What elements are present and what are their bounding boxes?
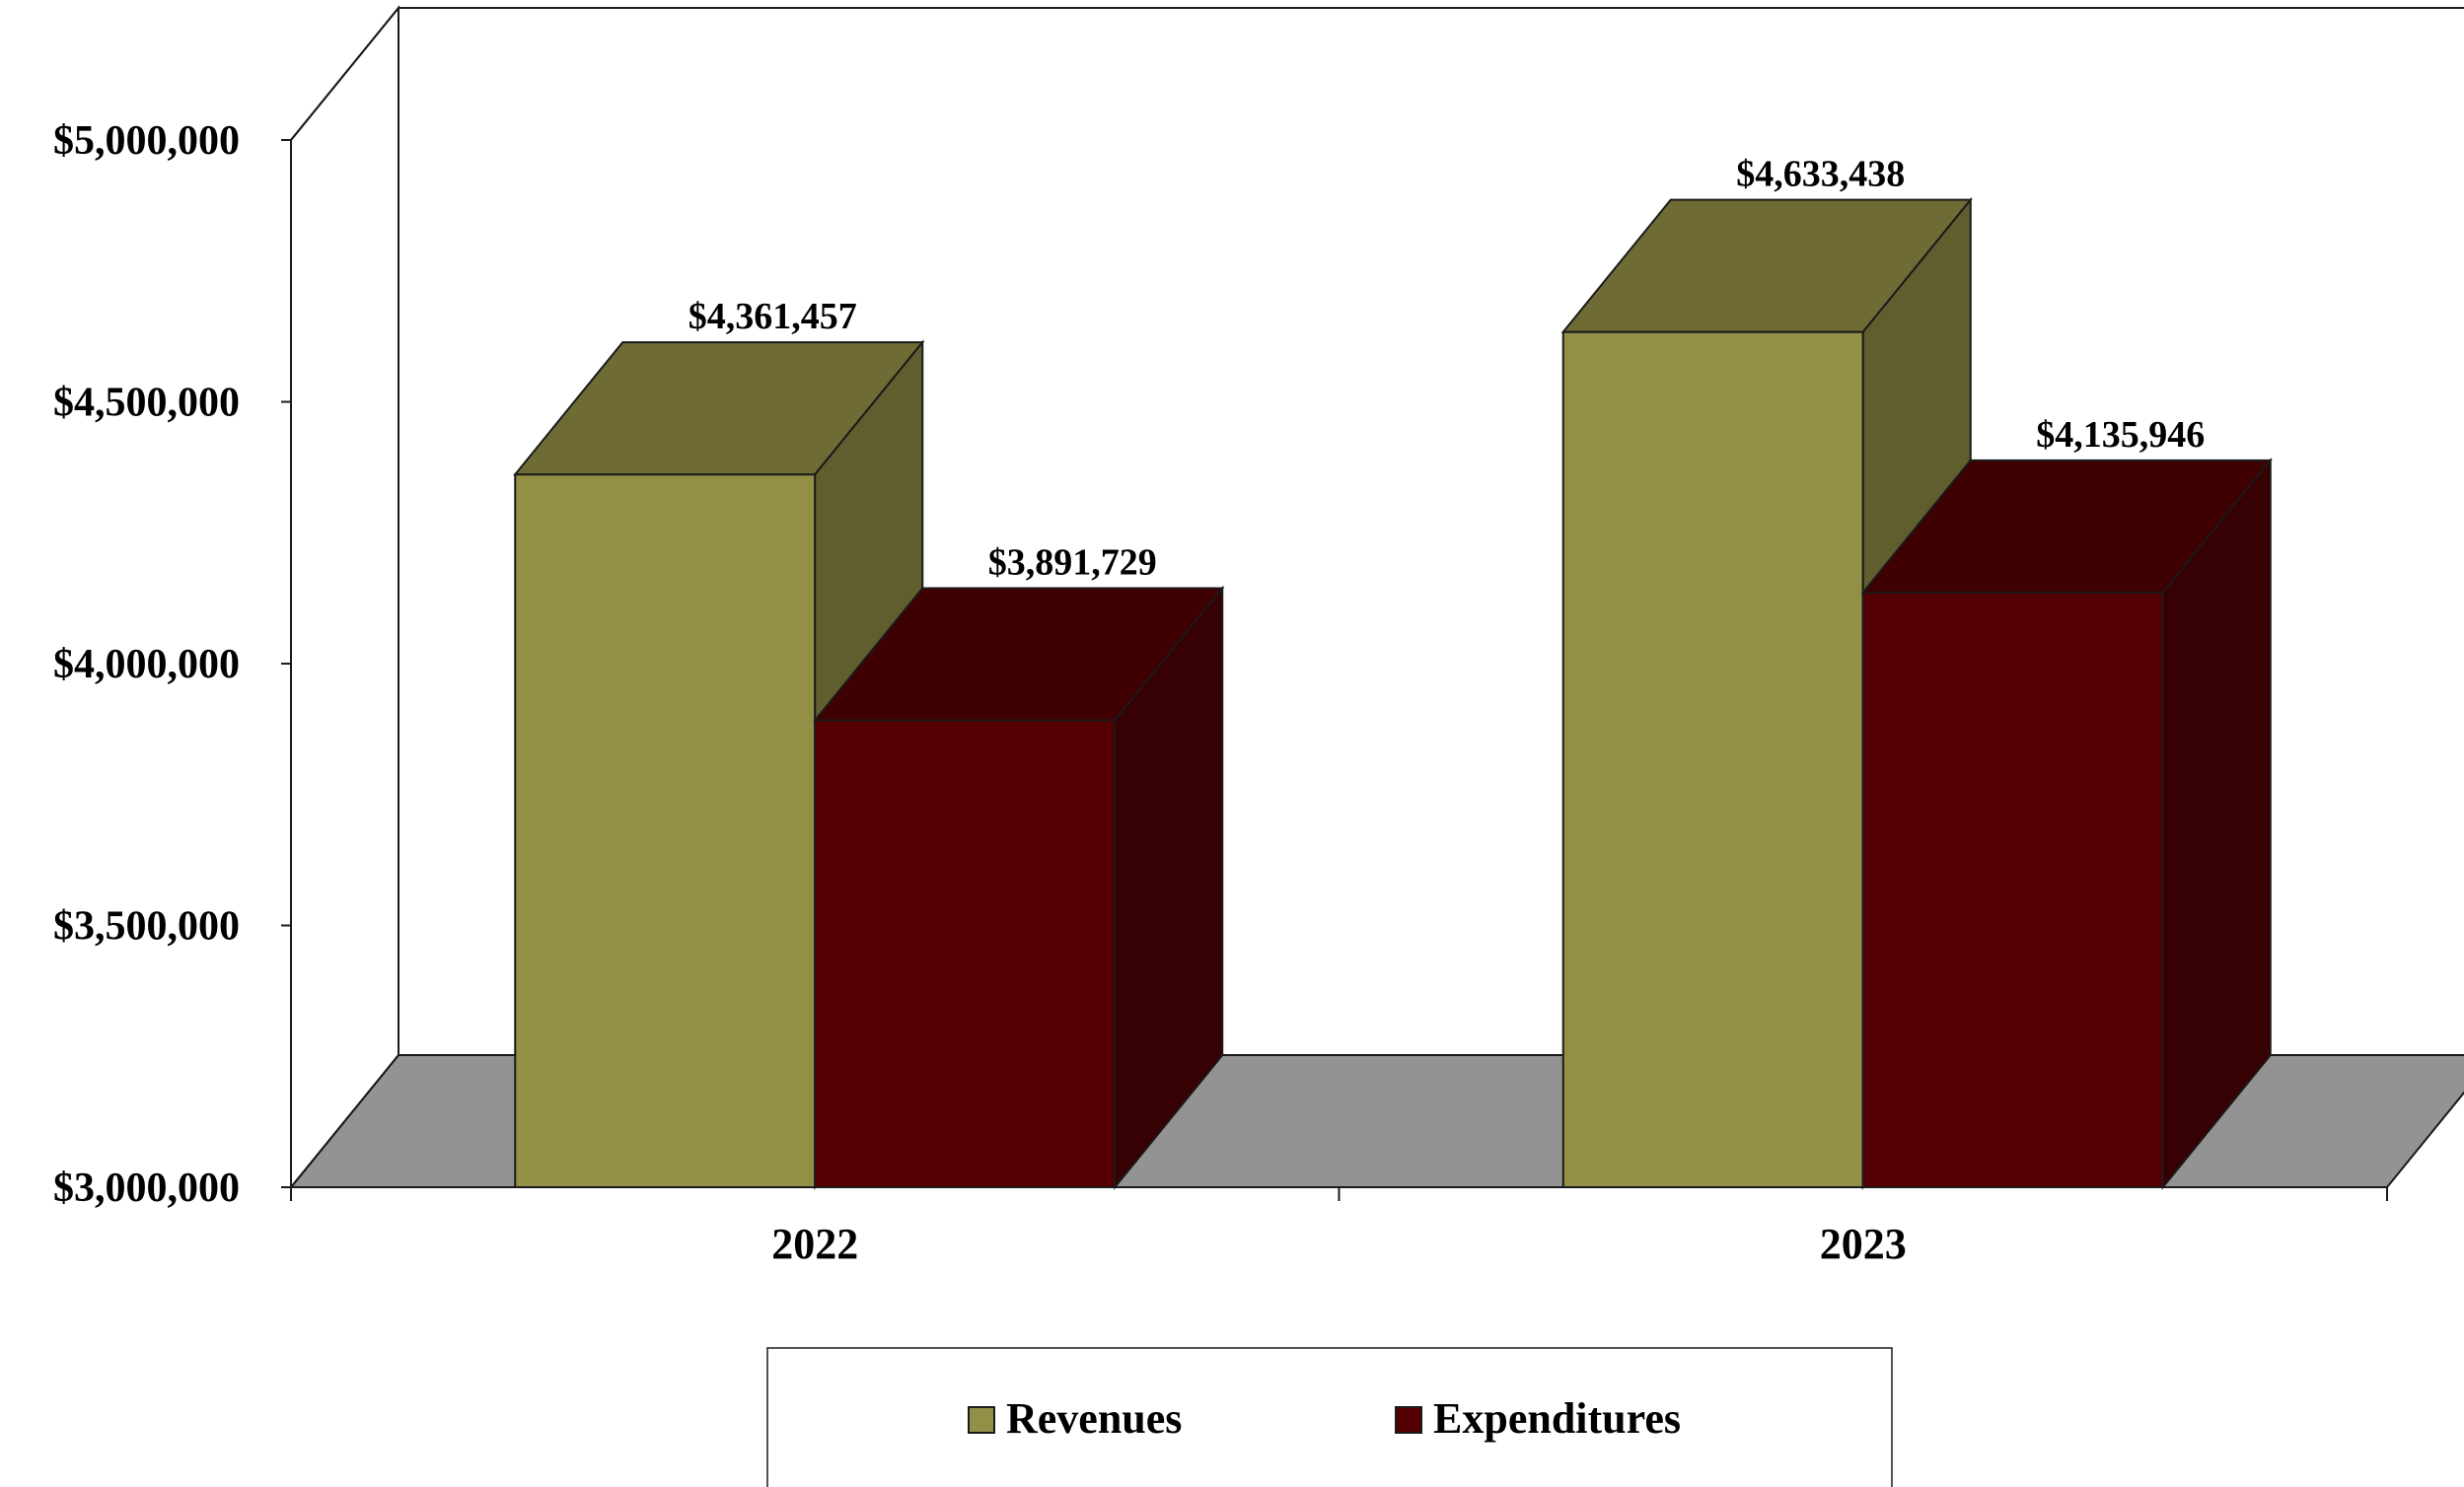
bar-side [2161,457,2272,1190]
legend-label-expenditures: Expenditures [1433,1394,1681,1443]
x-tick-label: 2022 [771,1220,858,1268]
bar-front [1561,330,1864,1188]
y-tick-label: $3,500,000 [53,904,240,950]
y-tick-label: $4,500,000 [53,381,240,426]
legend-box [766,1347,1893,1487]
bar-front [514,473,817,1188]
data-label-expenditures-2023: $4,135,946 [2036,414,2205,456]
y-tick-label: $5,000,000 [53,118,240,164]
data-label-expenditures-2022: $3,891,729 [988,541,1157,583]
legend-label-revenues: Revenues [1006,1394,1182,1443]
data-label-revenues-2022: $4,361,457 [688,296,857,337]
bar-expenditures-2022 [813,585,1225,1190]
side-wall [290,5,399,1190]
x-tick-label: 2023 [1820,1220,1907,1268]
bar-front [814,719,1117,1188]
legend-swatch-revenues [968,1406,995,1434]
legend-swatch-expenditures [1395,1406,1422,1434]
bar-front [1861,591,2164,1188]
y-tick-label: $4,000,000 [53,642,240,687]
y-tick-label: $3,000,000 [53,1166,240,1211]
bar-expenditures-2023 [1860,457,2273,1190]
side-wall-top-edge [290,7,399,141]
data-label-revenues-2023: $4,633,438 [1736,154,1905,195]
bar-side [1114,585,1224,1190]
